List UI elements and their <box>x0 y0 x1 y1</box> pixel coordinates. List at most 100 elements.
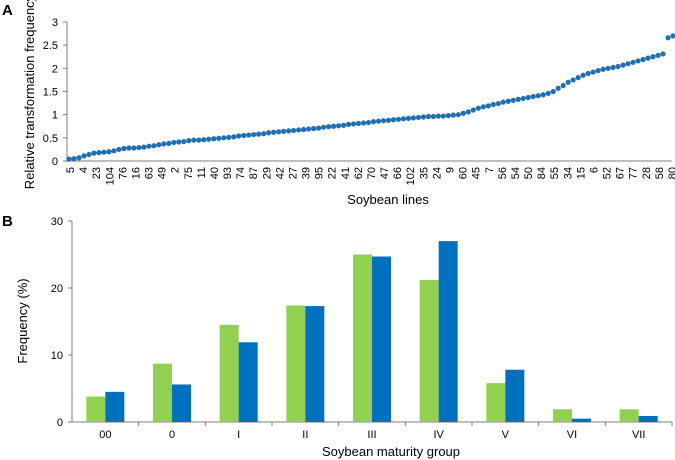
panel-a-point <box>310 125 317 132</box>
panel-a-point <box>266 130 272 136</box>
panel-a-point <box>81 153 87 159</box>
panel-a-point <box>246 132 252 138</box>
panel-a-point <box>71 156 77 162</box>
panel-a-point <box>226 134 232 140</box>
panel-a-x-tick-label: 70 <box>366 167 378 179</box>
panel-a-point <box>335 123 342 129</box>
panel-a-point <box>495 100 501 107</box>
panel-a-point <box>301 126 307 133</box>
panel-b-y-label: Frequency (%) <box>15 278 30 363</box>
panel-a-point <box>181 138 187 145</box>
panel-a-y-tick-label: 2.5 <box>43 40 58 52</box>
panel-b-x-tick-label: II <box>302 429 308 441</box>
panel-b-x-tick-label: VII <box>632 429 645 441</box>
panel-a-x-tick-label: 95 <box>314 167 326 179</box>
panel-a-point <box>256 131 262 137</box>
panel-b-bar <box>238 342 258 422</box>
panel-a-x-tick-label: 58 <box>654 167 666 179</box>
panel-a-point <box>530 93 536 100</box>
panel-a-point <box>126 145 132 151</box>
panel-b-bar <box>505 369 525 422</box>
panel-a-y-tick-label: 0.5 <box>43 133 58 145</box>
panel-a-point <box>620 62 626 68</box>
panel-b-y-tick-label: 10 <box>51 350 63 362</box>
panel-a-y-tick-label: 1 <box>52 110 58 122</box>
panel-a-point <box>330 123 337 129</box>
panel-a-point <box>261 131 267 137</box>
panel-a-point <box>440 113 446 119</box>
panel-a-point <box>465 109 471 115</box>
panel-a-x-tick-label: 9 <box>445 167 457 173</box>
panel-a-point <box>635 58 641 64</box>
panel-a-point <box>131 145 137 151</box>
panel-a-x-tick-label: 66 <box>392 167 404 179</box>
panel-a-x-tick-label: 87 <box>248 167 260 179</box>
panel-b-bar <box>372 256 391 422</box>
panel-a-point <box>76 155 82 161</box>
panel-a-point <box>271 129 277 135</box>
panel-a-point <box>106 149 112 155</box>
panel-b-x-tick-label: 0 <box>169 429 175 441</box>
panel-a-point <box>400 116 407 122</box>
panel-a-point <box>241 132 247 139</box>
panel-a-point <box>166 140 172 146</box>
panel-a-point <box>480 104 486 110</box>
panel-a-point <box>286 128 292 134</box>
panel-b-bar <box>572 418 591 422</box>
panel-b-x-tick-label: I <box>237 429 240 441</box>
panel-a-point <box>161 141 167 147</box>
panel-a-point <box>206 136 212 142</box>
panel-b-bar <box>438 241 458 422</box>
panel-a-point <box>136 144 142 151</box>
panel-a-x-tick-label: 56 <box>497 167 509 179</box>
panel-a-point <box>186 138 192 144</box>
panel-a-point <box>171 139 177 146</box>
panel-a-point <box>665 35 671 41</box>
panel-b-bar <box>419 279 439 422</box>
panel-a-point <box>221 135 227 141</box>
panel-a-x-tick-label: 63 <box>144 167 156 179</box>
panel-a-point <box>650 54 656 60</box>
panel-b-bar <box>153 363 172 422</box>
panel-b-y-tick-label: 20 <box>51 283 63 295</box>
panel-a-point <box>121 145 127 152</box>
panel-a-x-ticks: 5 4 23 104 76 16 63 49 2 75 11 40 93 74 87 29 42 27 39 95 22… <box>65 167 675 185</box>
panel-a-x-tick-label: 29 <box>261 167 273 179</box>
panel-b-bar <box>219 324 239 422</box>
panel-b-bar <box>638 415 658 422</box>
panel-a-x-tick-label: 60 <box>458 167 470 179</box>
panel-b-bar <box>305 306 325 422</box>
panel-a-x-tick-label: 49 <box>157 167 169 179</box>
panel-a-point <box>645 55 651 61</box>
panel-a-point <box>201 137 207 143</box>
panel-b-bar <box>286 305 306 422</box>
panel-a-point <box>315 125 322 131</box>
panel-a-point <box>435 113 441 119</box>
panel-a-x-tick-label: 45 <box>471 167 483 179</box>
panel-b-x-tick-label: VI <box>567 429 577 441</box>
panel-a-point <box>101 149 107 155</box>
panel-a-point <box>575 75 581 81</box>
panel-a-point <box>291 127 297 134</box>
panel-a-point <box>525 94 531 101</box>
panel-a-point <box>605 65 611 71</box>
panel-a-x-tick-label: 80 <box>667 167 675 179</box>
panel-a-point <box>625 61 631 67</box>
panel-a-x-tick-label: 41 <box>340 167 352 179</box>
panel-b-y-tick-label: 30 <box>51 216 63 228</box>
panel-a-point <box>475 105 481 111</box>
panel-a-point <box>340 122 347 128</box>
panel-a-x-tick-label: 22 <box>327 167 339 179</box>
panel-a-point <box>156 142 162 148</box>
panel-a-x-tick-label: 84 <box>536 167 548 179</box>
panel-a-y-tick-label: 2 <box>52 63 58 75</box>
panel-a-point <box>610 64 616 71</box>
panel-a-point <box>365 119 372 126</box>
panel-b-x-tick-label: III <box>367 429 376 441</box>
panel-a-point <box>535 93 541 99</box>
panel-a-point <box>550 88 556 95</box>
panel-a-x-label: Soybean lines <box>347 192 429 207</box>
panel-a-point <box>360 120 367 126</box>
panel-a-point <box>615 63 621 70</box>
panel-a-y-tick-label: 0 <box>52 156 58 168</box>
